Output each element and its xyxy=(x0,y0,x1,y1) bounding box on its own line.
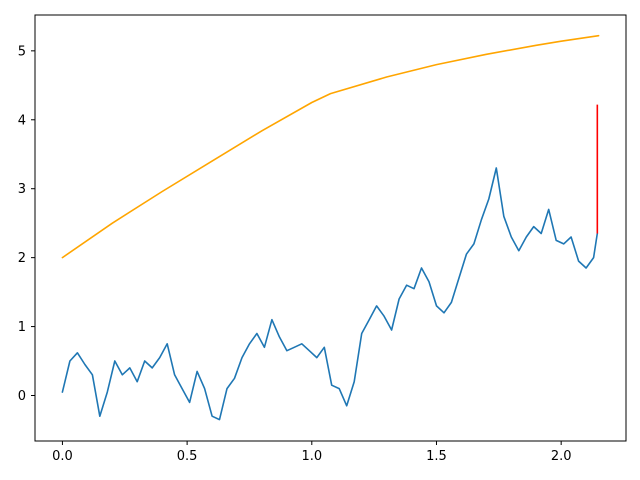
x-axis: 0.0 0.5 1.0 1.5 2.0 xyxy=(52,441,572,464)
y-tick-label: 3 xyxy=(18,182,26,197)
y-axis: 0 1 2 3 4 5 xyxy=(18,44,35,404)
series-line-1 xyxy=(61,34,600,259)
plot-area xyxy=(61,34,600,421)
y-tick-label: 1 xyxy=(18,320,26,335)
y-tick-label: 0 xyxy=(18,389,26,404)
y-tick-label: 2 xyxy=(18,251,26,266)
x-tick-label: 2.0 xyxy=(551,449,572,464)
x-tick-label: 1.0 xyxy=(301,449,322,464)
axes-frame xyxy=(34,14,627,442)
x-tick-label: 0.5 xyxy=(177,449,198,464)
y-tick-label: 5 xyxy=(18,44,26,59)
x-tick-label: 1.5 xyxy=(426,449,447,464)
x-tick-label: 0.0 xyxy=(52,449,73,464)
y-tick-label: 4 xyxy=(18,113,26,128)
series-line-0 xyxy=(61,167,599,421)
